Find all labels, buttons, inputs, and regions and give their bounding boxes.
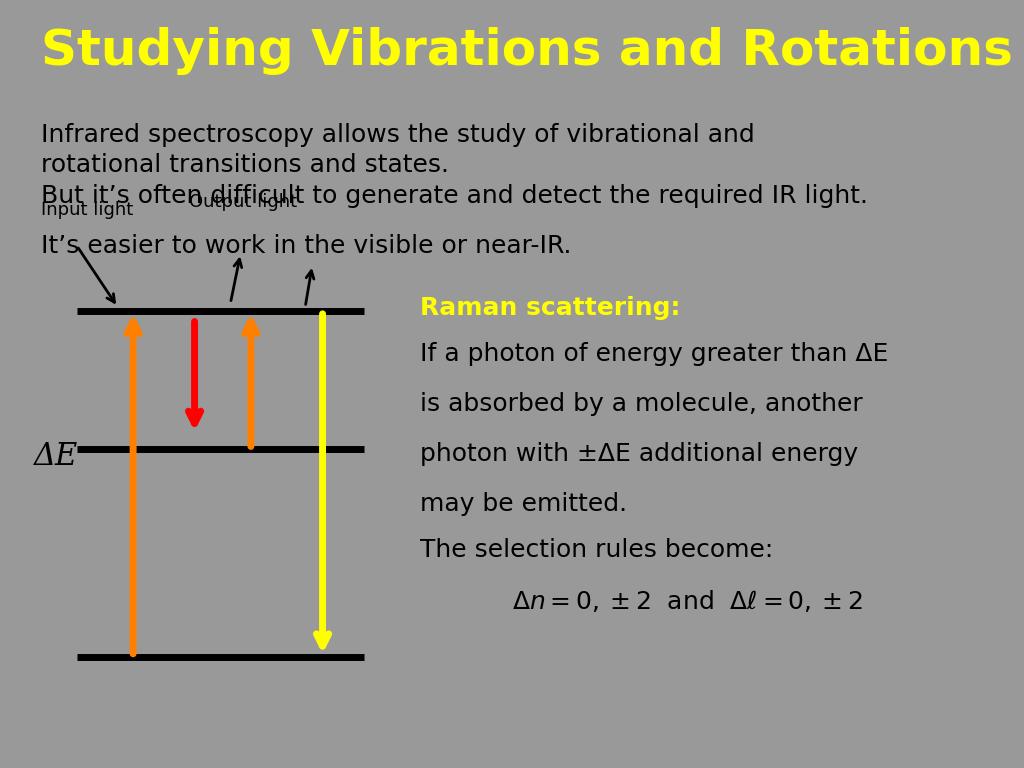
Text: It’s easier to work in the visible or near-IR.: It’s easier to work in the visible or ne…: [41, 234, 571, 258]
Text: $\Delta n = 0, \pm 2$  and  $\Delta\ell = 0, \pm 2$: $\Delta n = 0, \pm 2$ and $\Delta\ell = …: [512, 588, 863, 614]
Text: Studying Vibrations and Rotations: Studying Vibrations and Rotations: [41, 27, 1013, 75]
Text: ΔE: ΔE: [34, 442, 78, 472]
Text: photon with ±ΔE additional energy: photon with ±ΔE additional energy: [420, 442, 858, 465]
Text: If a photon of energy greater than ΔE: If a photon of energy greater than ΔE: [420, 342, 888, 366]
Text: Output light: Output light: [189, 194, 298, 211]
Text: may be emitted.: may be emitted.: [420, 492, 627, 515]
Text: Input light: Input light: [41, 201, 133, 219]
Text: is absorbed by a molecule, another: is absorbed by a molecule, another: [420, 392, 862, 415]
Text: The selection rules become:: The selection rules become:: [420, 538, 773, 561]
Text: But it’s often difficult to generate and detect the required IR light.: But it’s often difficult to generate and…: [41, 184, 868, 208]
Text: Raman scattering:: Raman scattering:: [420, 296, 680, 319]
Text: Infrared spectroscopy allows the study of vibrational and
rotational transitions: Infrared spectroscopy allows the study o…: [41, 123, 755, 177]
